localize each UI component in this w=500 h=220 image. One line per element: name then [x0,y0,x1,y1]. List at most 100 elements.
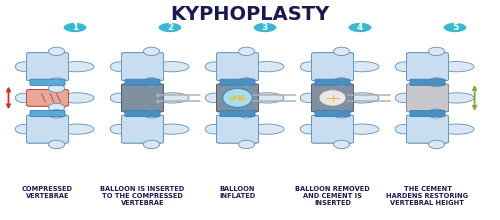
FancyBboxPatch shape [216,84,258,112]
FancyBboxPatch shape [122,115,164,143]
Ellipse shape [60,124,94,134]
FancyBboxPatch shape [26,53,68,81]
Ellipse shape [144,110,160,118]
Ellipse shape [144,140,160,149]
Ellipse shape [319,90,346,106]
Text: 3: 3 [262,23,268,32]
Ellipse shape [222,88,252,107]
Ellipse shape [300,62,318,72]
Circle shape [348,22,372,33]
Ellipse shape [48,103,64,112]
Ellipse shape [428,47,444,55]
Ellipse shape [155,93,189,103]
Ellipse shape [238,140,254,149]
Ellipse shape [345,124,379,134]
FancyBboxPatch shape [220,79,255,85]
FancyBboxPatch shape [406,53,449,81]
FancyBboxPatch shape [26,115,68,143]
Text: KYPHOPLASTY: KYPHOPLASTY [170,6,330,24]
Ellipse shape [334,78,349,87]
Ellipse shape [250,124,284,134]
Ellipse shape [345,93,379,103]
Ellipse shape [395,93,413,103]
Circle shape [158,22,182,33]
Text: COMPRESSED
VERTEBRAE: COMPRESSED VERTEBRAE [22,186,73,199]
Ellipse shape [334,109,349,117]
Ellipse shape [48,47,64,55]
FancyBboxPatch shape [122,115,164,143]
Ellipse shape [428,78,444,87]
Ellipse shape [440,62,474,72]
FancyBboxPatch shape [216,115,258,143]
Text: 4: 4 [357,23,363,32]
Ellipse shape [144,78,160,86]
FancyBboxPatch shape [125,110,160,117]
Ellipse shape [15,93,33,103]
Ellipse shape [238,47,254,55]
Ellipse shape [300,124,318,134]
FancyBboxPatch shape [410,110,445,117]
FancyBboxPatch shape [122,84,164,112]
Ellipse shape [155,124,189,134]
Ellipse shape [48,78,64,86]
Text: THE CEMENT
HARDENS RESTORING
VERTEBRAL HEIGHT: THE CEMENT HARDENS RESTORING VERTEBRAL H… [386,186,468,206]
FancyBboxPatch shape [220,110,255,117]
FancyBboxPatch shape [406,53,449,81]
FancyBboxPatch shape [122,53,164,81]
Ellipse shape [155,62,189,72]
Ellipse shape [395,62,413,72]
Text: 5: 5 [452,23,458,32]
FancyBboxPatch shape [26,53,68,81]
Ellipse shape [60,93,94,103]
Ellipse shape [250,93,284,103]
FancyBboxPatch shape [406,84,449,112]
FancyBboxPatch shape [30,110,65,117]
Ellipse shape [395,124,413,134]
Ellipse shape [205,62,223,72]
Ellipse shape [48,84,64,92]
Ellipse shape [205,124,223,134]
Ellipse shape [110,93,128,103]
FancyBboxPatch shape [122,84,164,112]
Ellipse shape [345,62,379,72]
Ellipse shape [428,140,444,149]
Ellipse shape [300,93,318,103]
FancyBboxPatch shape [406,84,449,112]
Ellipse shape [334,140,349,149]
Ellipse shape [428,110,444,118]
Ellipse shape [60,62,94,72]
Ellipse shape [144,78,160,87]
FancyBboxPatch shape [315,110,350,117]
Text: BALLOON IS INSERTED
TO THE COMPRESSED
VERTEBRAE: BALLOON IS INSERTED TO THE COMPRESSED VE… [100,186,184,206]
FancyBboxPatch shape [26,90,68,106]
FancyBboxPatch shape [312,115,354,143]
FancyBboxPatch shape [406,115,449,143]
Ellipse shape [110,124,128,134]
FancyBboxPatch shape [216,115,258,143]
Ellipse shape [48,140,64,149]
Ellipse shape [250,62,284,72]
Ellipse shape [110,62,128,72]
FancyBboxPatch shape [216,53,258,81]
Text: BALLOON
INFLATED: BALLOON INFLATED [220,186,256,199]
Text: 2: 2 [167,23,173,32]
FancyBboxPatch shape [312,53,354,81]
Text: BALLOON REMOVED
AND CEMENT IS
INSERTED: BALLOON REMOVED AND CEMENT IS INSERTED [295,186,370,206]
Ellipse shape [238,78,254,86]
Ellipse shape [428,78,444,86]
FancyBboxPatch shape [26,90,68,106]
FancyBboxPatch shape [410,79,445,85]
Circle shape [253,22,277,33]
Ellipse shape [238,78,254,87]
Ellipse shape [15,62,33,72]
FancyBboxPatch shape [312,84,354,112]
Ellipse shape [48,110,64,118]
FancyBboxPatch shape [312,84,354,112]
FancyBboxPatch shape [312,115,354,143]
FancyBboxPatch shape [216,84,258,112]
Ellipse shape [238,109,254,117]
FancyBboxPatch shape [30,79,65,85]
Ellipse shape [15,124,33,134]
FancyBboxPatch shape [315,79,350,85]
Ellipse shape [428,109,444,117]
